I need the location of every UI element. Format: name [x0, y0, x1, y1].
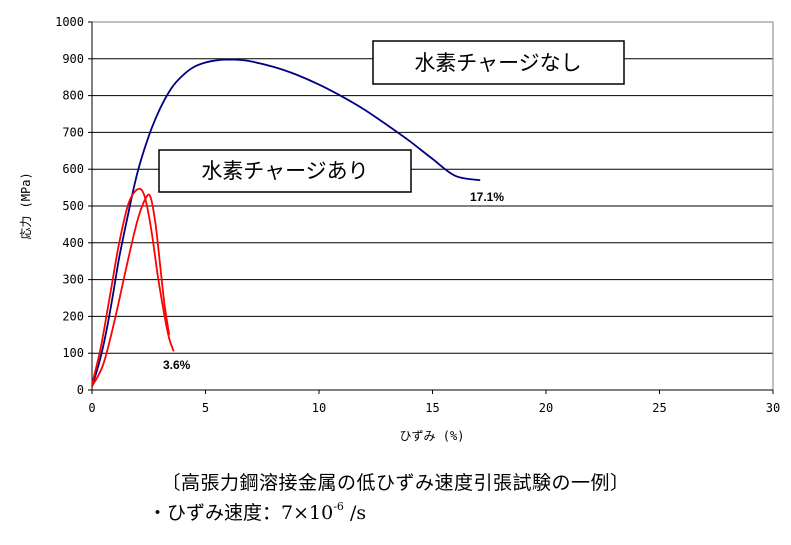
- series-line-2: [91, 187, 175, 385]
- end-label-charged: 3.6%: [163, 358, 191, 372]
- caption-rate-prefix: ・ひずみ速度：7×10: [148, 502, 334, 524]
- annotation-charged: 水素チャージあり: [158, 149, 412, 193]
- x-tick-label: 5: [202, 401, 209, 415]
- x-tick-label: 30: [766, 401, 780, 415]
- x-tick-label: 0: [88, 401, 95, 415]
- stress-strain-chart: 0 100 200 300 400 500 600 700 800 900 1000 0 5 10 15 2…: [19, 15, 780, 443]
- y-tick-label: 700: [62, 125, 84, 139]
- end-label-no-charge: 17.1%: [470, 190, 504, 204]
- x-axis-title: ひずみ (%): [400, 429, 465, 443]
- annotation-no-charge: 水素チャージなし: [372, 40, 625, 85]
- series-line-1: [91, 58, 481, 387]
- y-tick-label: 0: [77, 383, 84, 397]
- y-axis-ticks: 0 100 200 300 400 500 600 700 800 900 1000: [55, 15, 92, 397]
- annotation-no-charge-text: 水素チャージなし: [414, 51, 581, 75]
- annotation-charged-box: [158, 149, 412, 193]
- y-tick-label: 900: [62, 52, 84, 66]
- x-tick-label: 15: [425, 401, 439, 415]
- y-tick-label: 800: [62, 89, 84, 103]
- caption-title: 〔高張力鋼溶接金属の低ひずみ速度引張試験の一例〕: [161, 472, 630, 494]
- y-axis-title: 応力 (MPa): [19, 172, 33, 239]
- y-tick-label: 200: [62, 309, 84, 323]
- x-axis-ticks: 0 5 10 15 20 25 30: [88, 390, 780, 415]
- x-tick-label: 25: [652, 401, 666, 415]
- caption-rate-exponent: -6: [333, 500, 344, 513]
- series-layer: [91, 58, 481, 387]
- y-tick-label: 400: [62, 236, 84, 250]
- x-tick-label: 20: [539, 401, 553, 415]
- series-line-3: [91, 193, 171, 387]
- y-tick-label: 1000: [55, 15, 84, 29]
- y-tick-label: 500: [62, 199, 84, 213]
- annotation-charged-text: 水素チャージあり: [201, 159, 368, 183]
- annotation-no-charge-box: [372, 40, 625, 85]
- caption-rate-suffix: /s: [343, 502, 367, 524]
- y-tick-label: 300: [62, 273, 84, 287]
- x-tick-label: 10: [312, 401, 326, 415]
- y-tick-label: 600: [62, 162, 84, 176]
- y-tick-label: 100: [62, 346, 84, 360]
- caption-strain-rate: ・ひずみ速度：7×10-6 /s: [148, 498, 648, 525]
